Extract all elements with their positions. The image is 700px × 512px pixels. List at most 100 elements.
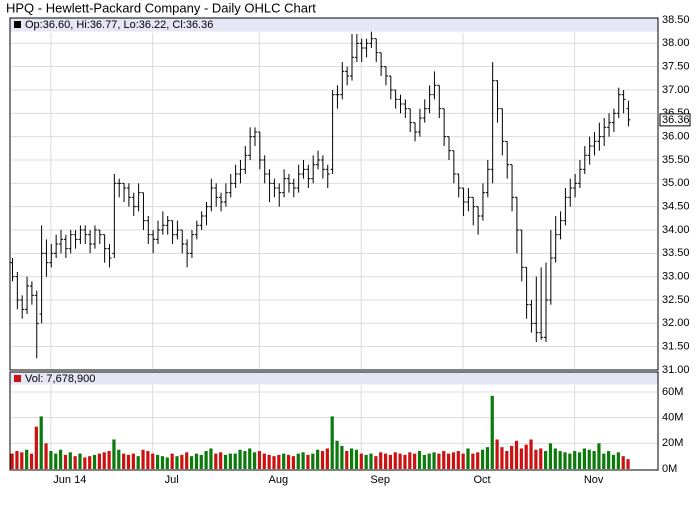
volume-bar [59, 449, 63, 469]
volume-bar [379, 452, 383, 469]
volume-bar [485, 447, 489, 469]
volume-bar [228, 453, 232, 469]
volume-bar [107, 451, 111, 469]
volume-bar [403, 454, 407, 469]
y-tick-label: 32.50 [662, 294, 690, 306]
x-tick-label: Jun 14 [53, 474, 86, 486]
volume-bar [417, 451, 422, 469]
volume-bar [427, 453, 431, 469]
volume-bar [39, 416, 43, 469]
volume-bar [146, 451, 150, 469]
volume-bar [306, 454, 310, 469]
volume-bar [136, 456, 140, 469]
volume-bar [573, 451, 577, 469]
volume-bar [359, 453, 363, 469]
y-tick-label: 33.50 [662, 247, 690, 259]
volume-bar [151, 453, 155, 469]
volume-bar [233, 453, 237, 469]
volume-bar [456, 451, 460, 469]
x-tick-label: Nov [584, 474, 604, 486]
volume-bar [558, 451, 562, 469]
volume-bar [54, 453, 58, 469]
volume-bar [243, 451, 247, 469]
legend-swatch [14, 21, 21, 28]
volume-bar [262, 453, 266, 469]
volume-bar [466, 448, 470, 469]
volume-bar [607, 451, 611, 469]
volume-bar [253, 452, 257, 469]
volume-bar [495, 439, 499, 469]
volume-bar [534, 449, 538, 469]
volume-bar [514, 440, 519, 469]
volume-bar [350, 448, 354, 469]
volume-bar [364, 454, 368, 469]
y-tick-label: 32.00 [662, 317, 690, 329]
volume-bar [15, 451, 19, 469]
last-price-box [659, 113, 691, 127]
volume-bar [398, 453, 402, 469]
y2-tick-label: 0M [662, 463, 677, 475]
volume-bar [209, 448, 213, 469]
volume-bar [44, 443, 48, 469]
volume-bar [29, 453, 34, 469]
volume-bar [291, 456, 295, 469]
volume-bar [73, 456, 77, 469]
volume-bar [223, 454, 228, 469]
volume-bar [214, 453, 218, 469]
legend-band [10, 18, 658, 32]
volume-bar [577, 452, 582, 469]
volume-bar [185, 452, 189, 469]
volume-bar [587, 449, 591, 469]
volume-bar [49, 451, 53, 469]
volume-bar [122, 453, 126, 469]
volume-bar [548, 443, 553, 469]
volume-bar [180, 454, 184, 469]
volume-bar [582, 448, 586, 469]
volume-bar [316, 449, 320, 469]
volume-bar [175, 456, 179, 469]
volume-bar [88, 456, 92, 469]
x-tick-label: Oct [473, 474, 490, 486]
volume-bar [325, 448, 329, 469]
volume-bar [194, 453, 198, 469]
volume-bar [34, 426, 38, 469]
y-tick-label: 31.00 [662, 364, 690, 376]
volume-legend-band [10, 372, 658, 385]
price-panel [9, 17, 659, 371]
volume-legend: Vol: 7,678,900 [25, 373, 95, 385]
volume-bar [296, 453, 300, 469]
volume-bar [451, 452, 456, 469]
volume-bar [282, 453, 286, 469]
volume-bar [442, 451, 446, 469]
volume-bar [432, 452, 436, 469]
volume-bar [413, 453, 417, 469]
volume-bar [544, 451, 548, 469]
volume-bar [330, 416, 334, 469]
volume-bar [277, 454, 281, 469]
volume-bar [257, 451, 262, 469]
x-tick-label: Jul [165, 474, 179, 486]
legend: Op:36.60, Hi:36.77, Lo:36.22, Cl:36.36 [25, 19, 213, 31]
volume-bar [354, 449, 359, 469]
y-tick-label: 33.00 [662, 271, 690, 283]
volume-bar [189, 456, 194, 469]
y-tick-label: 37.00 [662, 84, 690, 96]
volume-bar [519, 448, 523, 469]
volume-bar [165, 457, 169, 469]
y2-tick-label: 60M [662, 386, 683, 398]
y-tick-label: 38.00 [662, 37, 690, 49]
y2-tick-label: 20M [662, 437, 683, 449]
volume-bar [568, 453, 572, 469]
chart-title: HPQ - Hewlett-Packard Company - Daily OH… [6, 0, 316, 15]
volume-bar [68, 452, 72, 469]
y-tick-label: 36.00 [662, 131, 690, 143]
volume-bar [141, 449, 145, 469]
volume-bar [592, 451, 596, 469]
volume-bar [388, 454, 392, 469]
volume-bar [112, 439, 116, 469]
volume-bar [238, 449, 242, 469]
volume-bar [63, 454, 68, 469]
y2-tick-label: 40M [662, 412, 683, 424]
volume-bar [597, 443, 601, 469]
